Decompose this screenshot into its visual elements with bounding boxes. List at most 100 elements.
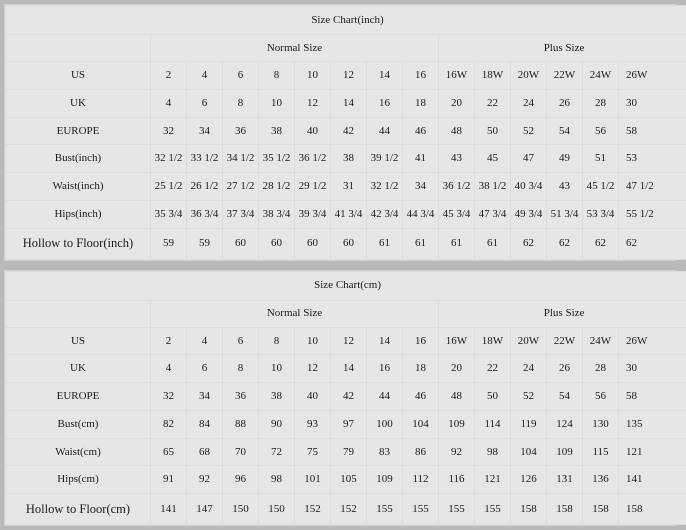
table-cell: 84 [186, 409, 223, 439]
table-cell: 86 [402, 437, 439, 467]
size-table-cm: Size Chart(cm) Normal Size Plus Size US 2 4 6 8… [4, 270, 686, 525]
table-cell: 50 [474, 382, 511, 411]
table-cell: 32 1/2 [366, 172, 403, 201]
table-cell: 16 [366, 354, 403, 384]
table-cell: 37 3/4 [222, 199, 259, 229]
table-cell: 136 [582, 465, 619, 495]
table-cell: 44 3/4 [402, 199, 439, 229]
table-cell: 16 [402, 326, 439, 356]
table-cell: 91 [150, 465, 187, 495]
table-cell: 45 1/2 [582, 172, 619, 201]
table-row: UK 4 6 8 10 12 14 16 18 20 22 24 26 28 30 [5, 354, 686, 384]
table-cell: 22W [546, 326, 583, 356]
table-cell: 26 [546, 354, 583, 384]
table-cell: 22W [546, 61, 583, 90]
table-cell: 8 [258, 61, 295, 90]
table-cell: 150 [222, 493, 259, 525]
table-cell: 28 1/2 [258, 172, 295, 201]
table-cell: 35 3/4 [150, 199, 187, 229]
table-cell: 6 [186, 354, 223, 384]
table-cell: 58 [617, 382, 686, 411]
table-row: Waist(inch) 25 1/2 26 1/2 27 1/2 28 1/2 29 1/… [5, 172, 686, 201]
table-cell: 158 [546, 493, 583, 525]
table-cell: 56 [582, 116, 619, 146]
table-cell: 104 [402, 409, 439, 439]
table-cell: 42 [330, 116, 367, 146]
table-row: Hollow to Floor(inch) 59 59 60 60 60 60 61 61 61 6… [5, 227, 686, 260]
table-cell: 155 [402, 493, 439, 525]
row-label: Waist(inch) [5, 172, 151, 201]
table-cell: 158 [582, 493, 619, 525]
table-cell: 130 [582, 409, 619, 439]
table-cell: 112 [402, 465, 439, 495]
table-cell: 8 [258, 326, 295, 356]
table-cell: 48 [438, 382, 475, 411]
table-cell: 38 1/2 [474, 172, 511, 201]
table-row: UK 4 6 8 10 12 14 16 18 20 22 24 26 28 30 [5, 88, 686, 118]
table-row: Bust(inch) 32 1/2 33 1/2 34 1/2 35 1/2 36 1/2… [5, 144, 686, 174]
table-cell: 36 [222, 382, 259, 411]
table-cell: 109 [546, 437, 583, 467]
table-cell: 6 [222, 326, 259, 356]
table-cell: 60 [222, 227, 259, 260]
group-header-spacer [5, 34, 151, 62]
table-cell: 141 [617, 465, 686, 495]
table-cell: 60 [330, 227, 367, 260]
table-cell: 39 3/4 [294, 199, 331, 229]
table-cell: 45 [474, 144, 511, 174]
table-row: US 2 4 6 8 10 12 14 16 16W 18W 20W 22W 24W 26W [5, 326, 686, 356]
table-cell: 26 [546, 88, 583, 118]
table-cell: 62 [510, 227, 547, 260]
row-label: Hips(inch) [5, 199, 151, 229]
size-chart-inch: Size Chart(inch) Normal Size Plus Size US 2 4… [4, 4, 686, 261]
table-cell: 34 [186, 116, 223, 146]
title-row: Size Chart(cm) [4, 270, 686, 301]
table-cell: 26 1/2 [186, 172, 223, 201]
table-cell: 105 [330, 465, 367, 495]
table-cell: 83 [366, 437, 403, 467]
table-cell: 101 [294, 465, 331, 495]
table-cell: 24 [510, 354, 547, 384]
table-cell: 51 3/4 [546, 199, 583, 229]
table-row: US 2 4 6 8 10 12 14 16 16W 18W 20W 22W 24W 26W [5, 61, 686, 90]
table-cell: 47 [510, 144, 547, 174]
title-row: Size Chart(inch) [4, 5, 686, 35]
table-cell: 18W [474, 326, 511, 356]
table-cell: 12 [330, 326, 367, 356]
table-cell: 14 [330, 354, 367, 384]
table-cell: 42 3/4 [366, 199, 403, 229]
table-cell: 45 3/4 [438, 199, 475, 229]
table-cell: 152 [294, 493, 331, 525]
table-cell: 49 [546, 144, 583, 174]
table-cell: 61 [474, 227, 511, 260]
table-body-cm: Size Chart(cm) Normal Size Plus Size US 2 4 6 8… [4, 270, 686, 525]
table-cell: 70 [222, 437, 259, 467]
table-cell: 30 [617, 354, 686, 384]
table-cell: 155 [366, 493, 403, 525]
table-cell: 65 [150, 437, 187, 467]
row-label: US [5, 61, 151, 90]
group-header-plus-size: Plus Size [437, 299, 686, 328]
table-cell: 141 [150, 493, 187, 525]
table-cell: 12 [294, 354, 331, 384]
table-cell: 34 [186, 382, 223, 411]
table-cell: 48 [438, 116, 475, 146]
table-cell: 158 [510, 493, 547, 525]
table-cell: 62 [546, 227, 583, 260]
table-cell: 27 1/2 [222, 172, 259, 201]
table-cell: 4 [186, 61, 223, 90]
table-cell: 54 [546, 382, 583, 411]
row-label: Hips(cm) [5, 465, 151, 495]
table-cell: 33 1/2 [186, 144, 223, 174]
row-label: UK [5, 354, 151, 384]
table-row: Bust(cm) 82 84 88 90 93 97 100 104 109 114 119 124 13… [5, 409, 686, 439]
table-cell: 126 [510, 465, 547, 495]
row-label: US [5, 326, 151, 356]
table-cell: 158 [617, 493, 686, 525]
table-cell: 6 [222, 61, 259, 90]
table-cell: 14 [330, 88, 367, 118]
table-cell: 56 [582, 382, 619, 411]
table-cell: 12 [294, 88, 331, 118]
table-cell: 34 1/2 [222, 144, 259, 174]
row-label: Bust(inch) [5, 144, 151, 174]
